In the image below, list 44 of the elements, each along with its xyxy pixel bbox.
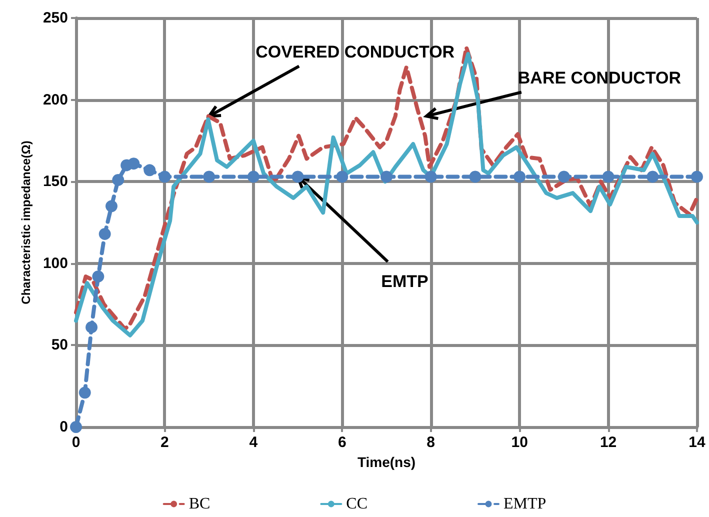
point: [144, 164, 156, 176]
point: [106, 200, 118, 212]
point: [158, 170, 171, 183]
x-tick-label: 4: [249, 434, 258, 451]
point: [602, 170, 614, 183]
point: [646, 170, 659, 183]
y-axis-title: Characteristic impedance(Ω): [19, 140, 33, 304]
y-tick-label: 0: [60, 418, 68, 436]
point: [424, 170, 437, 183]
point: [112, 174, 124, 186]
x-tick-label: 8: [426, 434, 436, 451]
x-tick-label: 6: [338, 434, 346, 451]
annotation: BARE CONDUCTOR: [518, 68, 681, 88]
point: [98, 228, 111, 240]
y-tick-label: 250: [42, 10, 68, 26]
point: [514, 170, 526, 183]
x-axis-title: Time(ns): [357, 454, 416, 470]
point: [128, 158, 140, 170]
point: [691, 170, 703, 183]
annotation: EMTP: [381, 272, 428, 292]
point: [247, 170, 260, 183]
legend-label: EMTP: [504, 496, 546, 512]
y-tick-label: 100: [42, 254, 68, 272]
x-tick-label: 12: [600, 434, 617, 451]
point: [92, 270, 104, 282]
point: [380, 170, 392, 183]
point: [203, 170, 216, 183]
point: [469, 170, 482, 183]
x-tick-label: 0: [72, 434, 80, 451]
x-tick-label: 10: [511, 434, 528, 451]
point: [86, 321, 98, 334]
point: [78, 386, 91, 399]
point: [292, 170, 304, 183]
legend-label: CC: [346, 496, 368, 512]
y-tick-label: 150: [42, 173, 68, 190]
y-tick-label: 50: [51, 336, 68, 354]
y-tick-label: 200: [42, 91, 68, 108]
point: [558, 170, 570, 183]
x-tick-label: 2: [160, 434, 169, 451]
legend-label: BC: [188, 496, 210, 512]
point: [336, 170, 348, 183]
annotation: COVERED CONDUCTOR: [256, 42, 455, 62]
x-tick-label: 14: [688, 434, 706, 451]
point: [70, 421, 82, 433]
